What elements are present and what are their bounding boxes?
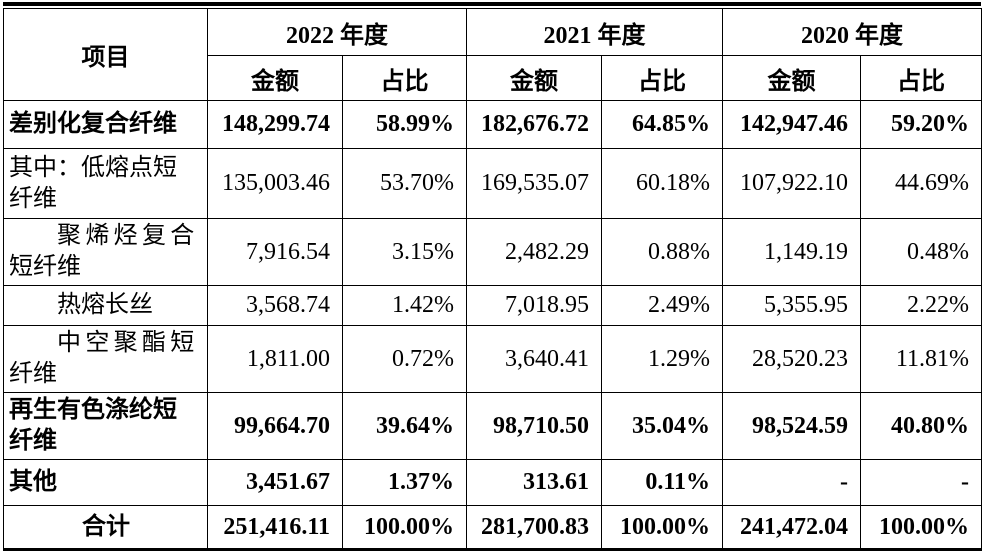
share-cell: 2.49% (601, 285, 723, 326)
row-label: 热熔长丝 (3, 285, 208, 326)
share-header-2021: 占比 (601, 55, 723, 101)
amount-cell: 1,811.00 (207, 325, 343, 393)
amount-cell: 3,640.41 (466, 325, 602, 393)
share-cell: 40.80% (860, 392, 982, 460)
share-cell: 100.00% (342, 505, 467, 550)
amount-cell: 281,700.83 (466, 505, 602, 550)
amount-header-2020: 金额 (722, 55, 861, 101)
amount-cell: - (722, 459, 861, 506)
share-cell: 0.88% (601, 218, 723, 286)
share-cell: - (860, 459, 982, 506)
amount-cell: 3,451.67 (207, 459, 343, 506)
share-header-2020: 占比 (860, 55, 982, 101)
share-cell: 39.64% (342, 392, 467, 460)
share-cell: 53.70% (342, 148, 467, 219)
share-cell: 60.18% (601, 148, 723, 219)
share-cell: 100.00% (601, 505, 723, 550)
share-cell: 35.04% (601, 392, 723, 460)
share-cell: 1.29% (601, 325, 723, 393)
share-cell: 64.85% (601, 100, 723, 149)
amount-cell: 142,947.46 (722, 100, 861, 149)
table-body: 差别化复合纤维 148,299.74 58.99% 182,676.72 64.85% 1… (3, 100, 982, 550)
table-header: 项目 2022 年度 2021 年度 2020 年度 金额 占比 金额 占比 金… (3, 8, 982, 101)
share-cell: 1.42% (342, 285, 467, 326)
amount-cell: 241,472.04 (722, 505, 861, 550)
amount-cell: 107,922.10 (722, 148, 861, 219)
table-row: 再生有色涤纶短 纤维 99,664.70 39.64% 98,710.50 35.04%… (3, 392, 982, 460)
row-label: 中空聚酯短 纤维 (3, 325, 208, 393)
share-cell: 0.72% (342, 325, 467, 393)
revenue-breakdown-table: 项目 2022 年度 2021 年度 2020 年度 金额 占比 金额 占比 金… (3, 8, 982, 551)
amount-cell: 98,710.50 (466, 392, 602, 460)
amount-cell: 313.61 (466, 459, 602, 506)
amount-cell: 182,676.72 (466, 100, 602, 149)
table-row: 聚烯烃复合 短纤维 7,916.54 3.15% 2,482.29 0.88% 1,149… (3, 218, 982, 286)
table-row: 合计 251,416.11 100.00% 281,700.83 100.00% 241,… (3, 505, 982, 550)
share-cell: 1.37% (342, 459, 467, 506)
amount-cell: 2,482.29 (466, 218, 602, 286)
amount-cell: 135,003.46 (207, 148, 343, 219)
year-2020-header: 2020 年度 (722, 8, 982, 56)
share-cell: 0.48% (860, 218, 982, 286)
share-cell: 0.11% (601, 459, 723, 506)
amount-cell: 99,664.70 (207, 392, 343, 460)
year-2021-header: 2021 年度 (466, 8, 723, 56)
amount-cell: 148,299.74 (207, 100, 343, 149)
share-cell: 3.15% (342, 218, 467, 286)
row-label: 再生有色涤纶短 纤维 (3, 392, 208, 460)
year-header-row: 项目 2022 年度 2021 年度 2020 年度 (3, 8, 982, 101)
table-row: 差别化复合纤维 148,299.74 58.99% 182,676.72 64.85% 1… (3, 100, 982, 149)
revenue-breakdown-table-wrap: 项目 2022 年度 2021 年度 2020 年度 金额 占比 金额 占比 金… (3, 2, 982, 551)
share-cell: 11.81% (860, 325, 982, 393)
amount-cell: 98,524.59 (722, 392, 861, 460)
amount-cell: 1,149.19 (722, 218, 861, 286)
amount-cell: 251,416.11 (207, 505, 343, 550)
row-label: 其中：低熔点短 纤维 (3, 148, 208, 219)
amount-cell: 28,520.23 (722, 325, 861, 393)
amount-cell: 5,355.95 (722, 285, 861, 326)
share-header-2022: 占比 (342, 55, 467, 101)
share-cell: 100.00% (860, 505, 982, 550)
amount-cell: 7,018.95 (466, 285, 602, 326)
amount-header-2021: 金额 (466, 55, 602, 101)
table-row: 其中：低熔点短 纤维 135,003.46 53.70% 169,535.07 60.1… (3, 148, 982, 219)
share-cell: 58.99% (342, 100, 467, 149)
table-row: 中空聚酯短 纤维 1,811.00 0.72% 3,640.41 1.29% 28,520… (3, 325, 982, 393)
year-2022-header: 2022 年度 (207, 8, 467, 56)
item-column-header: 项目 (3, 8, 208, 101)
amount-header-2022: 金额 (207, 55, 343, 101)
share-cell: 59.20% (860, 100, 982, 149)
table-row: 热熔长丝 3,568.74 1.42% 7,018.95 2.49% 5,355.95 2.… (3, 285, 982, 326)
share-cell: 2.22% (860, 285, 982, 326)
table-row: 其他 3,451.67 1.37% 313.61 0.11% - - (3, 459, 982, 506)
amount-cell: 7,916.54 (207, 218, 343, 286)
row-label: 差别化复合纤维 (3, 100, 208, 149)
share-cell: 44.69% (860, 148, 982, 219)
amount-cell: 169,535.07 (466, 148, 602, 219)
amount-cell: 3,568.74 (207, 285, 343, 326)
row-label: 聚烯烃复合 短纤维 (3, 218, 208, 286)
row-label: 合计 (3, 505, 208, 550)
row-label: 其他 (3, 459, 208, 506)
